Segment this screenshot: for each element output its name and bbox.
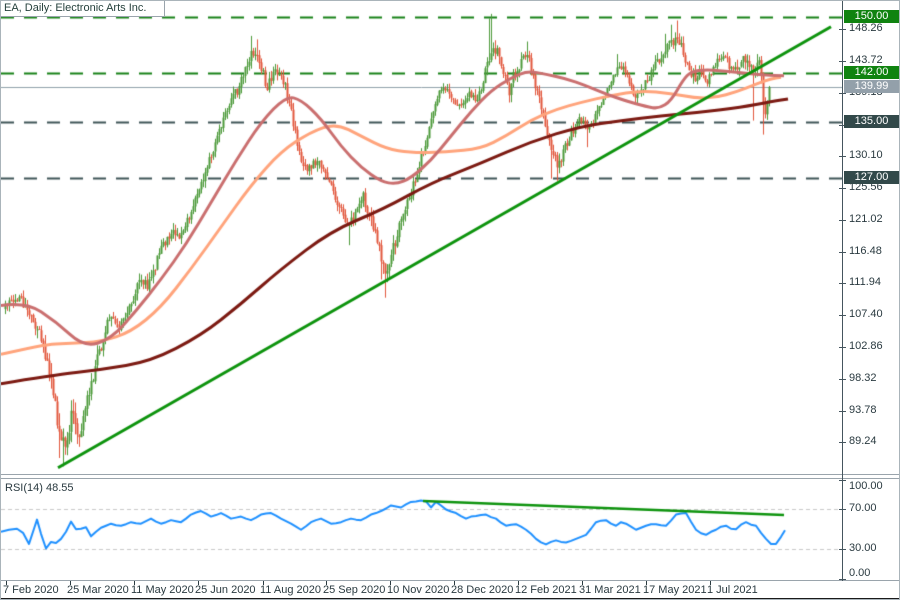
panel-separator-top[interactable] <box>1 474 899 475</box>
price-tick-mark <box>839 411 846 412</box>
price-tick-label: 93.78 <box>849 404 877 416</box>
time-tick-mark <box>646 581 647 585</box>
price-tick-mark <box>839 93 846 94</box>
time-tick-mark <box>710 581 711 585</box>
price-tick-label: 111.94 <box>849 276 882 288</box>
time-axis-label: 12 Feb 2021 <box>515 584 577 596</box>
time-axis-label: 10 Nov 2020 <box>387 584 450 596</box>
rsi-indicator-label: RSI(14) 48.55 <box>5 482 73 494</box>
price-tick-mark <box>839 220 846 221</box>
time-tick-mark <box>70 581 71 585</box>
time-axis[interactable]: 7 Feb 2020 25 Mar 2020 11 May 2020 25 Jun 2… <box>1 580 899 599</box>
price-tick-label: 148.26 <box>849 22 883 34</box>
price-tick-mark <box>839 379 846 380</box>
price-tick-mark <box>839 61 846 62</box>
rsi-tick-label: 0.00 <box>849 567 871 579</box>
time-tick-mark <box>518 581 519 585</box>
rsi-tick-label: 70.00 <box>849 502 877 514</box>
rsi-tick-label: 30.00 <box>849 542 877 554</box>
time-axis-label: 25 Mar 2020 <box>67 584 129 596</box>
price-tick-mark <box>839 125 846 126</box>
price-tick-mark <box>839 156 846 157</box>
price-tick-label: 143.72 <box>849 54 883 66</box>
price-tick-label: 125.56 <box>849 181 883 193</box>
panel-separator-bottom[interactable] <box>1 478 899 479</box>
time-tick-mark <box>134 581 135 585</box>
time-tick-mark <box>263 581 264 585</box>
rsi-tick-mark <box>839 480 846 481</box>
time-tick-mark <box>390 581 391 585</box>
price-level-badge: 142.00 <box>844 66 899 79</box>
main-chart-canvas[interactable] <box>1 1 842 474</box>
window-bottom-edge <box>1 598 899 599</box>
price-tick-mark <box>839 347 846 348</box>
price-tick-label: 130.10 <box>849 149 883 161</box>
price-level-badge: 135.00 <box>844 115 899 128</box>
rsi-tick-label: 100.00 <box>849 480 883 492</box>
chart-title-text: EA, Daily: Electronic Arts Inc. <box>4 2 147 14</box>
rsi-tick-mark <box>839 549 846 550</box>
time-tick-mark <box>454 581 455 585</box>
price-tick-label: 102.86 <box>849 340 883 352</box>
rsi-tick-mark <box>839 579 846 580</box>
time-axis-label: 11 Aug 2020 <box>260 584 321 596</box>
time-axis-line <box>1 580 899 581</box>
chart-title: EA, Daily: Electronic Arts Inc. <box>1 1 165 17</box>
price-level-badge: 150.00 <box>844 10 899 23</box>
price-tick-mark <box>839 315 846 316</box>
time-axis-label: 17 May 2021 <box>643 584 707 596</box>
price-tick-mark <box>839 283 846 284</box>
time-tick-mark <box>582 581 583 585</box>
time-axis-label: 1 Jul 2021 <box>707 584 758 596</box>
rsi-tick-mark <box>839 509 846 510</box>
price-level-badge: 127.00 <box>844 171 899 184</box>
price-tick-label: 116.48 <box>849 245 882 257</box>
time-axis-label: 25 Jun 2020 <box>195 584 256 596</box>
price-axis[interactable]: 148.26143.72139.18134.64130.10125.56121.… <box>839 1 899 599</box>
time-axis-label: 11 May 2020 <box>131 584 194 596</box>
price-tick-mark <box>839 442 846 443</box>
time-tick-mark <box>6 581 7 585</box>
price-axis-line <box>842 1 843 581</box>
time-axis-label: 28 Dec 2020 <box>451 584 514 596</box>
price-tick-label: 89.24 <box>849 435 877 447</box>
time-tick-mark <box>198 581 199 585</box>
price-tick-mark <box>839 188 846 189</box>
price-tick-label: 107.40 <box>849 308 883 320</box>
time-axis-label: 31 Mar 2021 <box>579 584 641 596</box>
current-price-badge: 139.99 <box>844 80 899 93</box>
time-tick-mark <box>326 581 327 585</box>
price-tick-label: 121.02 <box>849 213 883 225</box>
price-tick-label: 98.32 <box>849 372 877 384</box>
rsi-indicator-text: RSI(14) 48.55 <box>5 482 74 494</box>
time-axis-label: 25 Sep 2020 <box>323 584 386 596</box>
rsi-chart-canvas[interactable] <box>1 479 842 580</box>
price-tick-mark <box>839 252 846 253</box>
price-tick-mark <box>839 29 846 30</box>
time-axis-label: 7 Feb 2020 <box>3 584 59 596</box>
